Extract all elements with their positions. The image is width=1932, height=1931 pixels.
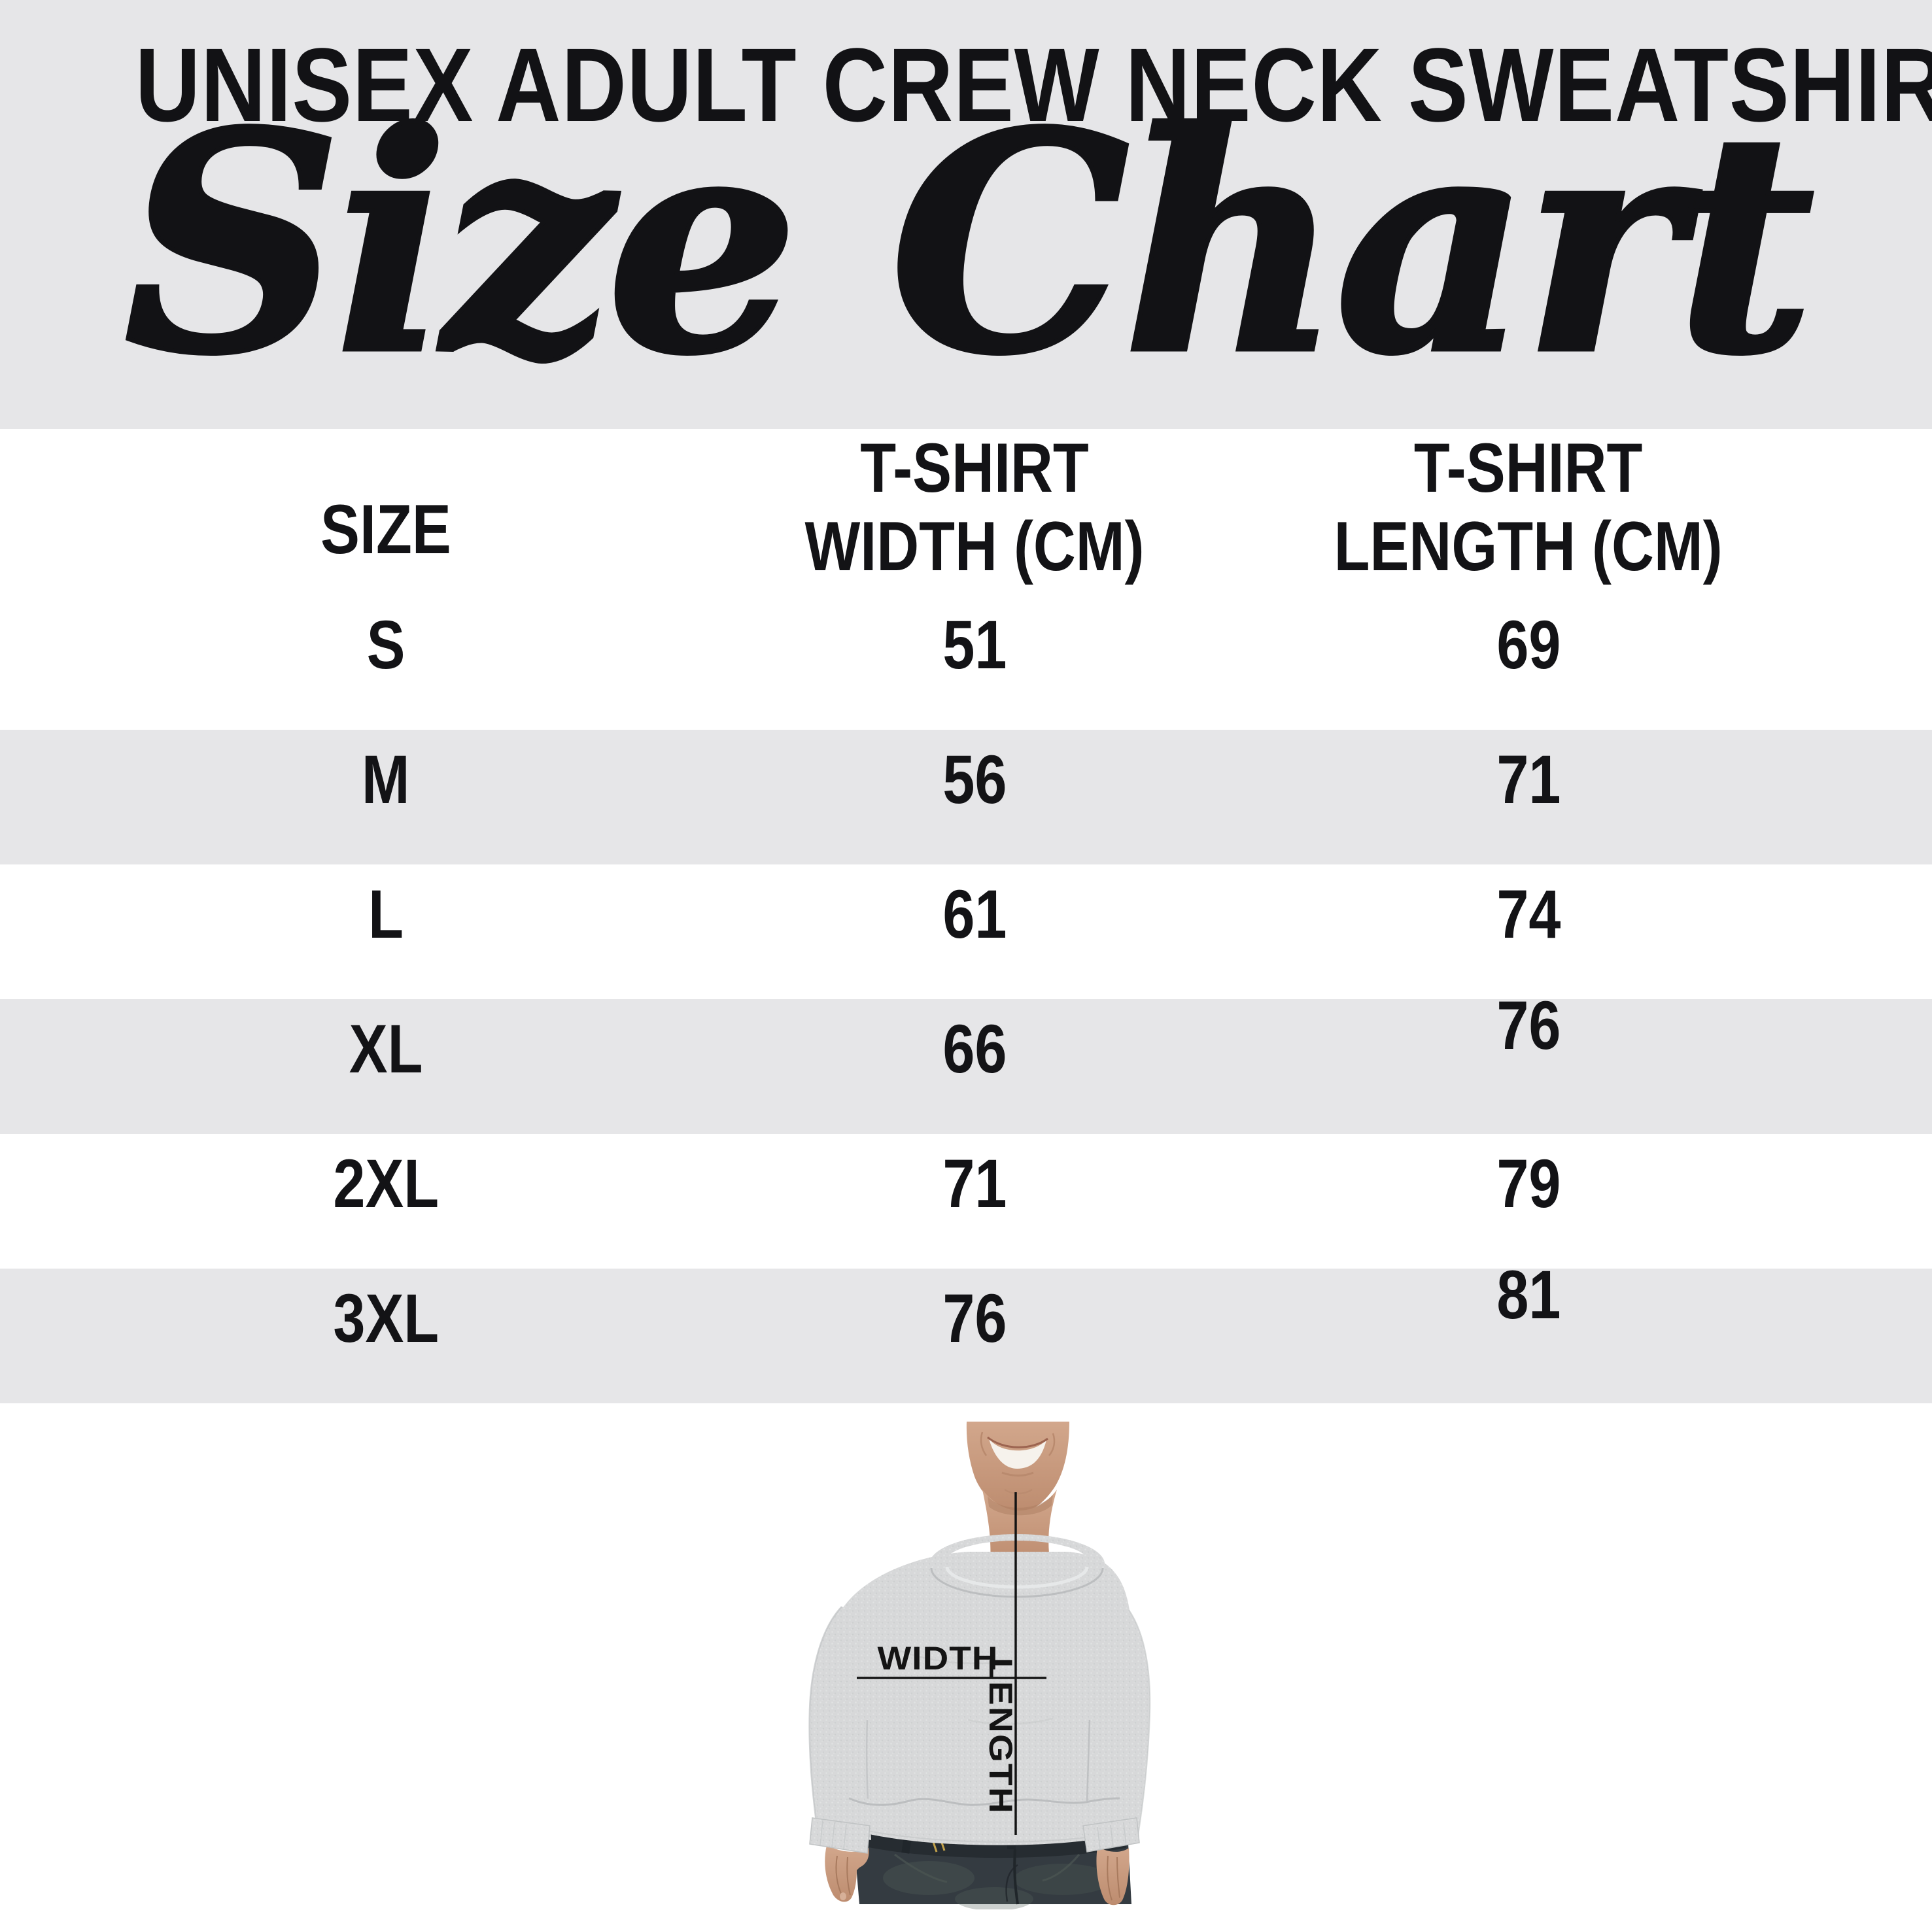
sweatshirt [808, 1534, 1151, 1854]
column-header-width: T-SHIRT WIDTH (CM) [804, 428, 1145, 585]
jeans-fly-seam [1013, 1849, 1019, 1905]
sweatshirt-right-cuff [1082, 1817, 1140, 1853]
width-value: 76 [942, 1280, 1007, 1358]
table-row: XL 66 76 [0, 987, 1932, 1134]
size-value: XL [349, 1011, 423, 1088]
sweatshirt-model-illustration: WIDTH LENGTH [808, 1422, 1151, 1909]
length-value: 79 [1496, 1146, 1561, 1223]
width-value: 56 [942, 742, 1007, 819]
length-label: LENGTH [982, 1658, 1019, 1815]
size-value: 3XL [333, 1280, 439, 1358]
length-value: 69 [1496, 607, 1561, 684]
model-photo: WIDTH LENGTH [772, 1412, 1203, 1909]
column-header-length: T-SHIRT LENGTH (CM) [1334, 428, 1723, 585]
table-row: L 61 74 [0, 864, 1932, 999]
model-neck [982, 1490, 1057, 1564]
table-row: M 56 71 [0, 730, 1932, 864]
size-table: SIZE T-SHIRT WIDTH (CM) T-SHIRT LENGTH (CM… [0, 428, 1932, 1403]
size-value: S [366, 607, 405, 684]
measurement-overlay: WIDTH LENGTH [857, 1492, 1046, 1835]
size-value: M [362, 742, 410, 819]
size-value: 2XL [333, 1146, 439, 1223]
sweatshirt-right-sleeve [1086, 1610, 1150, 1844]
model-face [966, 1422, 1069, 1512]
table-row: 3XL 76 81 [0, 1257, 1932, 1403]
table-row: S 51 69 [0, 595, 1932, 730]
width-value: 51 [942, 607, 1007, 684]
length-value: 74 [1496, 876, 1561, 953]
page-title: UNISEX ADULT CREW NECK SWEATSHIRT [135, 26, 1932, 143]
smile-teeth [989, 1439, 1046, 1469]
size-chart-script-title: Size Chart [122, 67, 1816, 420]
length-value: 71 [1496, 742, 1561, 819]
length-value: 76 [1496, 987, 1561, 1065]
model-left-hand [825, 1845, 869, 1902]
sweatshirt-left-sleeve [809, 1607, 872, 1840]
column-header-size: SIZE [320, 489, 451, 568]
sweatshirt-hem-band [846, 1796, 1122, 1845]
header-band: UNISEX ADULT CREW NECK SWEATSHIRT Size C… [0, 0, 1932, 429]
width-value: 71 [942, 1146, 1007, 1223]
width-value: 66 [942, 1011, 1007, 1088]
width-label: WIDTH [878, 1640, 999, 1677]
table-row: 2XL 71 79 [0, 1134, 1932, 1269]
size-value: L [368, 876, 404, 953]
width-value: 61 [942, 876, 1007, 953]
length-value: 81 [1496, 1257, 1561, 1334]
model-right-hand [1096, 1847, 1130, 1905]
table-header-row: SIZE T-SHIRT WIDTH (CM) T-SHIRT LENGTH (CM… [0, 428, 1932, 595]
belt-loop [901, 1837, 912, 1854]
sweatshirt-left-cuff [809, 1817, 871, 1854]
sweatshirt-torso [837, 1552, 1132, 1845]
